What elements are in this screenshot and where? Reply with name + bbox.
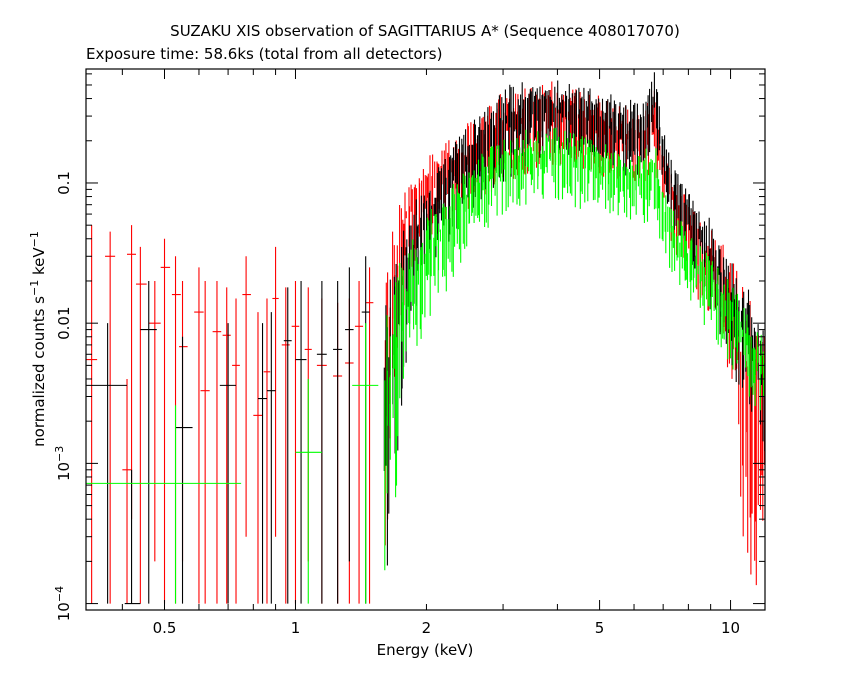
y-axis-label-mid: keV <box>30 247 48 280</box>
y-tick-base: 10 <box>55 602 73 621</box>
x-tick-label: 5 <box>595 619 605 637</box>
y-axis-label: normalized counts s−1 keV−1 <box>28 231 49 447</box>
series-1 <box>86 72 765 605</box>
x-tick-label: 0.5 <box>153 619 177 637</box>
x-axis-label: Energy (keV) <box>377 641 474 659</box>
x-tick-label: 2 <box>422 619 432 637</box>
y-tick-label: 0.01 <box>55 306 73 339</box>
x-tick-label: 1 <box>291 619 301 637</box>
chart-subtitle: Exposure time: 58.6ks (total from all de… <box>86 45 442 63</box>
y-tick-exp: −4 <box>53 586 66 602</box>
spectrum-bars <box>384 127 765 571</box>
y-axis-label-sup2: −1 <box>28 231 41 247</box>
y-tick-exp: −3 <box>53 446 66 462</box>
y-tick-label: 0.1 <box>55 171 73 195</box>
x-tick-label: 10 <box>721 619 740 637</box>
plot-frame <box>85 68 766 611</box>
series-2 <box>86 127 765 604</box>
y-tick-label: 10−4 <box>53 586 74 621</box>
y-axis-label-sup1: −1 <box>28 280 41 296</box>
y-tick-label: 10−3 <box>53 446 74 481</box>
y-axis-label-main: normalized counts s <box>30 296 48 447</box>
chart-title: SUZAKU XIS observation of SAGITTARIUS A*… <box>170 22 680 40</box>
y-tick-base: 10 <box>55 462 73 481</box>
data-layer <box>86 72 765 605</box>
